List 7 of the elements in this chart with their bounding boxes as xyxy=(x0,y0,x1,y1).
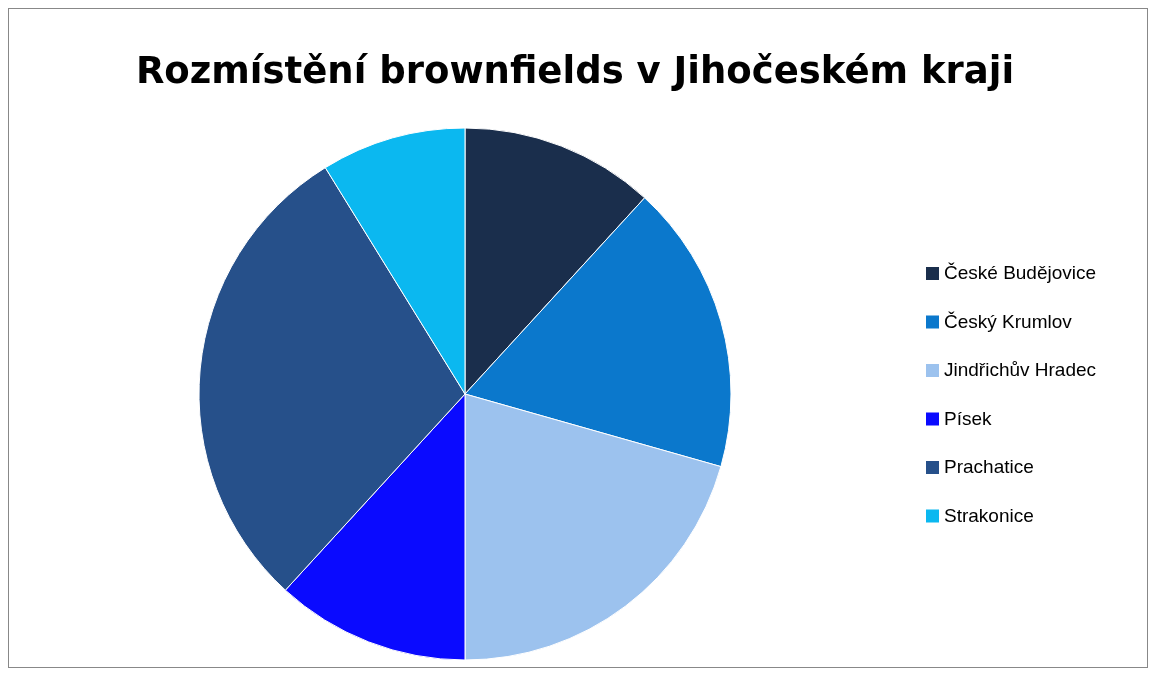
legend-label: Prachatice xyxy=(944,456,1034,477)
chart-title: Rozmístění brownfields v Jihočeském kraji xyxy=(135,49,1015,92)
legend-label: České Budějovice xyxy=(944,262,1097,283)
legend-label: Strakonice xyxy=(944,504,1034,526)
legend-label: Český Krumlov xyxy=(944,310,1073,332)
legend-label: Písek xyxy=(944,407,993,429)
legend-label: Jindřichův Hradec xyxy=(944,359,1097,380)
